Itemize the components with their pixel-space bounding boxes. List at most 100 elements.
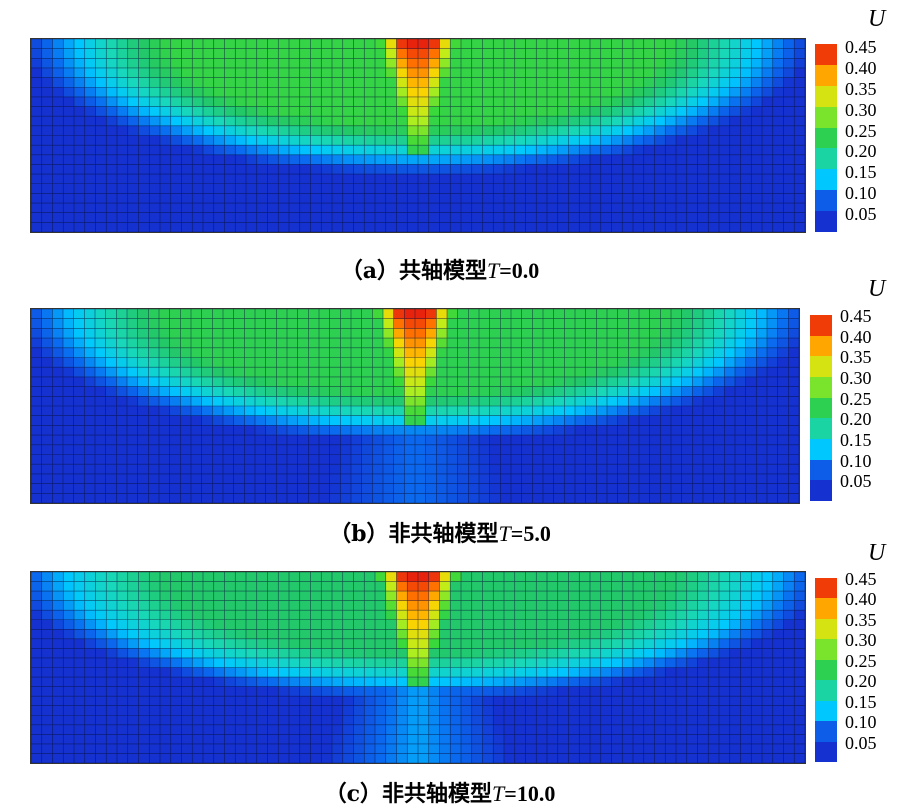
field-cell (84, 610, 96, 621)
field-cell (633, 743, 645, 754)
field-cell (450, 715, 462, 726)
field-cell (224, 58, 236, 69)
field-cell (585, 386, 597, 397)
field-cell (493, 696, 505, 707)
field-cell (224, 193, 236, 204)
field-cell (289, 58, 301, 69)
field-cell (63, 734, 75, 745)
field-cell (169, 406, 181, 417)
field-cell (396, 715, 408, 726)
field-cell (772, 724, 784, 735)
field-cell (116, 638, 129, 649)
field-cell (148, 425, 160, 436)
field-cell (665, 154, 677, 165)
field-cell (729, 715, 741, 726)
field-cell (31, 193, 43, 204)
field-cell (254, 435, 267, 446)
field-cell (41, 309, 53, 320)
field-cell (310, 705, 322, 716)
field-cell (289, 77, 301, 88)
field-cell (708, 657, 720, 668)
field-cell (617, 396, 629, 407)
field-cell (568, 193, 580, 204)
field-cell (372, 367, 384, 378)
field-cell (385, 753, 397, 763)
field-cell (729, 734, 741, 745)
field-cell (180, 425, 192, 436)
field-cell (611, 667, 623, 678)
field-cell (233, 338, 245, 349)
field-cell (628, 328, 640, 339)
mesh-lines (31, 309, 799, 503)
field-cell (84, 58, 96, 69)
field-cell (536, 135, 548, 146)
field-cell (233, 425, 245, 436)
field-cell (638, 328, 651, 339)
field-cell (404, 493, 416, 503)
field-cell (127, 743, 139, 754)
field-cell (393, 386, 405, 397)
field-cell (607, 338, 619, 349)
field-cell (436, 367, 448, 378)
field-cell (719, 106, 731, 117)
field-cell (450, 183, 462, 194)
field-cell (385, 667, 397, 678)
field-cell (772, 638, 784, 649)
field-cell (697, 125, 709, 136)
colorbar-segment (810, 459, 832, 481)
field-cell (536, 677, 548, 687)
field-cell (52, 203, 64, 214)
field-cell (489, 425, 501, 436)
field-cell (589, 87, 602, 98)
field-cell (52, 183, 64, 194)
field-cell (375, 667, 387, 678)
field-cell (708, 39, 720, 50)
field-cell (52, 493, 64, 503)
field-cell (267, 77, 279, 88)
field-cell (654, 193, 666, 204)
field-cell (740, 572, 752, 582)
field-cell (579, 600, 591, 611)
field-cell (254, 386, 267, 397)
field-cell (308, 435, 320, 446)
field-cell (138, 572, 150, 582)
field-cell (407, 48, 419, 59)
field-cell (600, 591, 612, 602)
field-cell (532, 318, 544, 329)
field-cell (321, 96, 333, 107)
field-cell (375, 581, 387, 592)
field-cell (719, 174, 731, 185)
field-cell (127, 318, 139, 329)
field-cell (319, 435, 331, 446)
field-cell (436, 464, 448, 475)
field-cell (568, 610, 580, 621)
field-cell (278, 174, 290, 185)
field-cell (783, 629, 795, 640)
field-cell (708, 705, 720, 716)
field-cell (383, 386, 395, 397)
field-cell (542, 347, 555, 358)
field-cell (297, 376, 309, 387)
field-cell (396, 657, 408, 668)
field-cell (372, 318, 384, 329)
field-cell (665, 734, 677, 745)
field-cell (428, 581, 440, 592)
field-cell (794, 619, 805, 630)
field-cell (138, 193, 150, 204)
field-cell (460, 591, 473, 602)
field-cell (235, 183, 247, 194)
field-cell (589, 39, 602, 50)
field-cell (202, 212, 215, 223)
field-cell (350, 406, 363, 417)
field-cell (73, 203, 86, 214)
field-cell (622, 610, 634, 621)
field-cell (471, 174, 483, 185)
field-cell (557, 125, 569, 136)
field-cell (149, 77, 161, 88)
field-cell (542, 367, 555, 378)
field-cell (223, 367, 235, 378)
field-cell (654, 686, 666, 697)
field-cell (383, 454, 395, 465)
field-cell (762, 572, 774, 582)
field-cell (607, 376, 619, 387)
